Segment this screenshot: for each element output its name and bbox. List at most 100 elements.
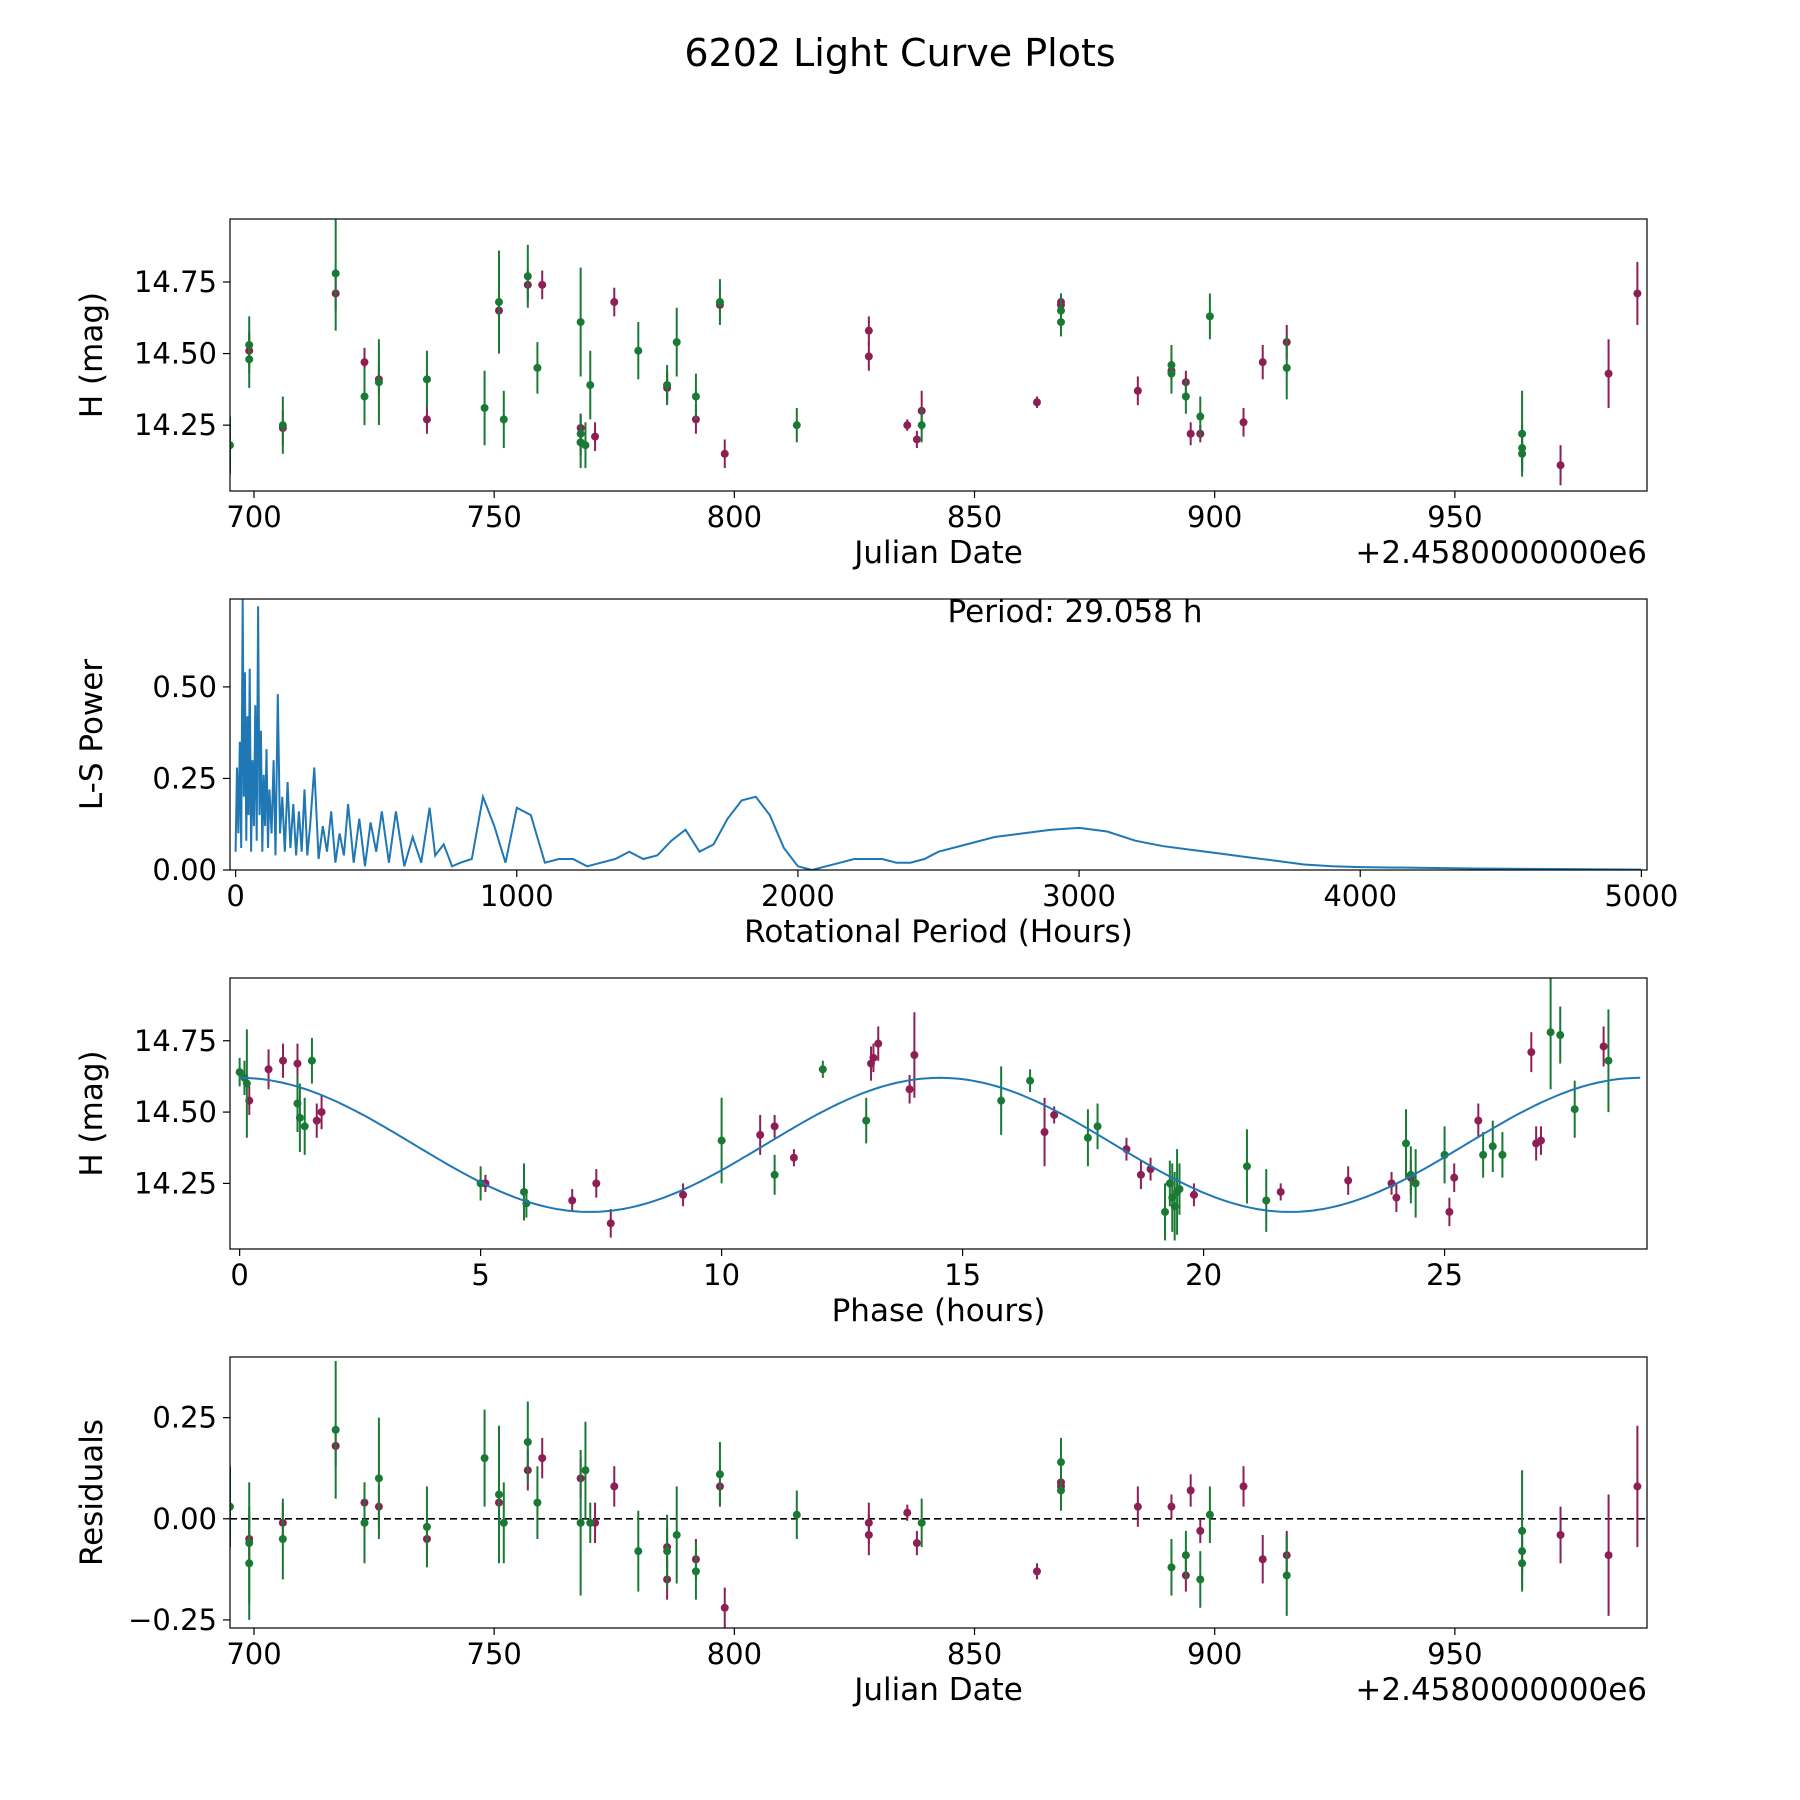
period-annotation: Period: 29.058 h	[948, 594, 1203, 630]
data-point	[756, 1130, 765, 1139]
data-point	[905, 1085, 914, 1094]
y-tick-label: 14.75	[134, 1024, 217, 1058]
data-point	[1282, 1571, 1291, 1580]
y-axis-label: L-S Power	[74, 659, 110, 810]
data-point	[912, 1539, 921, 1548]
data-point	[874, 1039, 883, 1048]
data-point	[331, 269, 340, 278]
data-point	[360, 358, 369, 367]
data-point	[679, 1190, 688, 1199]
data-point	[691, 1567, 700, 1576]
data-point	[1518, 1559, 1527, 1568]
x-tick-label: 950	[1427, 1637, 1482, 1671]
y-tick-label: −0.25	[128, 1603, 217, 1637]
data-point	[568, 1196, 577, 1205]
data-point	[1026, 1076, 1035, 1085]
data-point	[242, 1079, 251, 1088]
data-point	[1276, 1187, 1285, 1196]
y-tick-label: 14.50	[134, 1095, 217, 1129]
data-point	[903, 421, 912, 430]
data-point	[1167, 1502, 1176, 1511]
data-point	[480, 403, 489, 412]
x-tick-label: 700	[226, 500, 281, 534]
data-point	[374, 1474, 383, 1483]
data-point	[523, 272, 532, 281]
data-point	[903, 1508, 912, 1517]
data-point	[576, 318, 585, 327]
data-point	[533, 1498, 542, 1507]
data-point	[1488, 1142, 1497, 1151]
data-point	[1056, 318, 1065, 327]
data-point	[917, 1518, 926, 1527]
data-point	[1599, 1042, 1608, 1051]
data-point	[1282, 363, 1291, 372]
data-point	[360, 1518, 369, 1527]
x-tick-label: 800	[707, 500, 762, 534]
x-tick-label: 25	[1426, 1258, 1463, 1292]
data-point	[245, 1559, 254, 1568]
data-point	[374, 378, 383, 387]
data-point	[917, 421, 926, 430]
data-point	[586, 1518, 595, 1527]
data-point	[1570, 1105, 1579, 1114]
x-axis-label: Rotational Period (Hours)	[744, 914, 1133, 950]
data-point	[606, 1219, 615, 1228]
plot-area	[235, 978, 1641, 1241]
data-point	[307, 1056, 316, 1065]
data-point	[499, 415, 508, 424]
data-point	[1032, 398, 1041, 407]
y-axis-label: H (mag)	[74, 292, 110, 418]
data-point	[912, 435, 921, 444]
data-point	[862, 1116, 871, 1125]
residuals-panel: 700 750 800 850 900 950 −0.25 0.00 0.25 Julian Da…	[74, 1356, 1648, 1708]
data-point	[592, 1179, 601, 1188]
data-point	[672, 1530, 681, 1539]
data-point	[864, 1518, 873, 1527]
data-point	[1518, 449, 1527, 458]
x-tick-label: 950	[1427, 500, 1482, 534]
data-point	[610, 298, 619, 307]
x-tick-label: 750	[467, 1637, 522, 1671]
data-point	[360, 392, 369, 401]
data-point	[591, 432, 600, 441]
data-point	[1527, 1048, 1536, 1057]
data-point	[293, 1059, 302, 1068]
data-point	[720, 1603, 729, 1612]
y-tick-label: 14.25	[134, 408, 217, 442]
data-point	[1133, 386, 1142, 395]
y-tick-label: 14.75	[134, 265, 217, 299]
data-point	[1556, 461, 1565, 470]
data-point	[317, 1108, 326, 1117]
data-point	[1056, 1486, 1065, 1495]
data-point	[1258, 358, 1267, 367]
data-point	[1474, 1116, 1483, 1125]
data-point	[634, 1547, 643, 1556]
data-point	[1167, 369, 1176, 378]
data-point	[1040, 1128, 1049, 1137]
data-point	[1050, 1110, 1059, 1119]
data-point	[1239, 418, 1248, 427]
data-point	[1604, 1056, 1613, 1065]
lightcurve-panel: 700 750 800 850 900 950 14.25 14.50 14.75 Julian …	[74, 218, 1648, 571]
data-point	[1196, 1526, 1205, 1535]
data-point	[422, 1522, 431, 1531]
phase-panel: 0 5 10 15 20 25 14.25 14.50 14.75 Phase (hours) H …	[74, 977, 1648, 1329]
data-point	[494, 298, 503, 307]
data-point	[581, 1466, 590, 1475]
data-point	[523, 1437, 532, 1446]
axes-frame	[229, 1356, 1648, 1629]
data-point	[789, 1153, 798, 1162]
x-tick-label: 2000	[761, 879, 835, 913]
y-tick-label: 0.25	[152, 1401, 217, 1435]
data-point	[663, 381, 672, 390]
data-point	[1392, 1193, 1401, 1202]
data-point	[1604, 369, 1613, 378]
y-tick-label: 0.00	[152, 1502, 217, 1536]
data-point	[1196, 412, 1205, 421]
data-point	[1205, 312, 1214, 321]
data-point	[715, 298, 724, 307]
y-axis-label: H (mag)	[74, 1050, 110, 1176]
data-point	[1242, 1162, 1251, 1171]
data-point	[278, 1535, 287, 1544]
